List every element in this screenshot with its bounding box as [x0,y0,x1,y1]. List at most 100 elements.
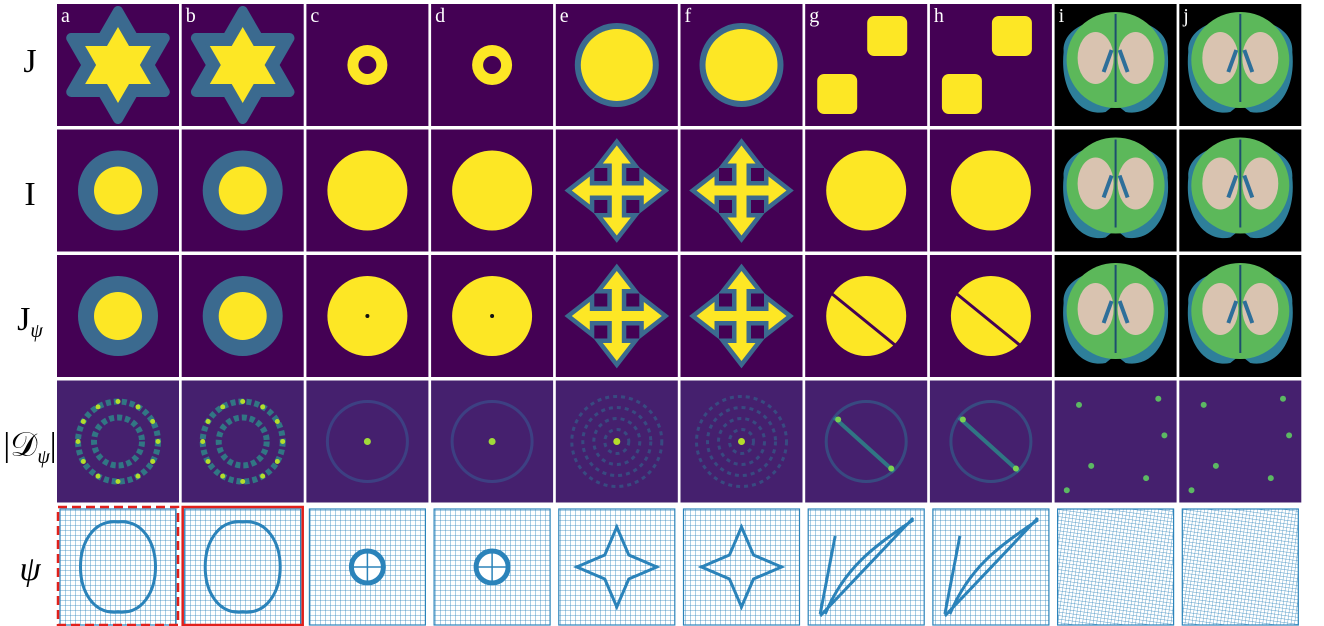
panel [306,255,429,377]
panel [1179,129,1302,252]
difference-peak [200,439,206,444]
brain-ventricle [1226,300,1255,324]
row-label-subscript: ψ [30,320,43,342]
cross-inner [696,145,787,236]
difference-ring [603,428,631,455]
square [941,74,982,114]
column-letter: g [809,5,819,27]
difference-ring [717,417,766,466]
difference-peak [240,479,246,484]
panel [57,255,179,377]
star-inner [85,27,151,103]
cross-inner [571,271,662,361]
deformation-grid [59,508,177,626]
difference-ring [570,395,664,488]
brain-ventricle [1101,300,1130,324]
panel [1054,506,1177,626]
brain-ventricle [1226,174,1255,199]
disk-cut [955,292,1022,348]
panel [805,129,928,252]
difference-peak [135,473,141,479]
difference-peak [75,439,81,444]
difference-ring [949,400,1033,483]
panel [805,255,928,377]
ring-hole [358,56,377,74]
disk-inner [218,166,267,215]
row-label-text: I [24,176,35,213]
difference-peak [280,439,286,444]
panel [1054,4,1177,126]
panel [680,129,803,252]
difference-peak [1286,432,1293,439]
difference-peak [1012,465,1019,472]
row-label-text: J [23,43,36,80]
panel [555,255,678,377]
difference-bg [805,380,928,503]
row-label: I [24,176,35,213]
difference-peak [135,404,141,410]
panel [57,4,179,126]
dot [365,314,370,318]
difference-peak [1155,395,1162,402]
disk [950,150,1031,231]
row-label-text: J [17,301,30,338]
difference-peak [1280,395,1286,402]
disk-inner [705,29,778,101]
grid-hole-lines [478,553,507,581]
row-label-suffix: | [50,427,57,464]
grid-fold [818,516,915,618]
panel [306,129,429,252]
panel [805,4,928,126]
panel [306,4,429,126]
difference-ring [695,395,788,488]
panel [181,4,304,126]
difference-ring [592,417,642,466]
grid-fold [943,516,1039,618]
difference-ring [581,406,653,477]
grid-fold [203,520,282,614]
difference-peak [1088,462,1095,469]
column-letter: a [61,5,70,27]
panel [181,129,304,252]
difference-peak [1188,487,1195,494]
panel [680,506,803,626]
column-letter: d [435,5,445,27]
difference-peak [959,416,966,423]
difference-peak [205,459,211,464]
difference-peak [274,419,280,424]
difference-peak [115,479,121,484]
panel [805,506,928,626]
panel [680,380,803,503]
panel [56,505,180,626]
disk-inner [580,29,653,101]
highlight-dashed [56,505,180,626]
disk [327,150,408,231]
difference-peak [150,459,156,464]
difference-peak [613,438,621,445]
difference-peak [363,438,371,445]
difference-ring [215,414,270,469]
highlight-solid [181,505,304,626]
panel [1179,380,1302,503]
difference-peak [155,439,161,444]
difference-peak [1161,432,1168,439]
row-label: |𝒟ψ| [3,427,56,468]
panel [929,380,1052,503]
difference-peak [80,459,86,464]
panel [306,380,429,503]
panel [1054,380,1177,503]
star-inner [209,27,276,103]
grid-fold [697,523,786,611]
panel [555,129,678,252]
cross-inner [696,271,787,361]
difference-peak [1200,401,1207,408]
row-label: Jψ [17,301,43,342]
panel [1179,4,1302,126]
ring-hole [483,56,502,74]
difference-peak [1267,475,1274,482]
panel [1054,129,1177,252]
column-letter: j [1182,5,1189,27]
grid-fold [572,523,661,611]
panel [680,4,803,126]
difference-peak [1063,487,1070,494]
